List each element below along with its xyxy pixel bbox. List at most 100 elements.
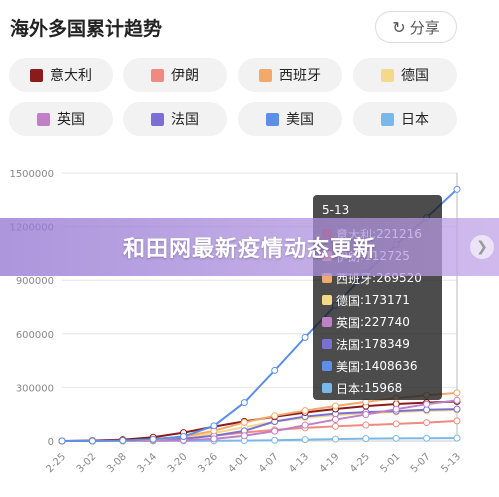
chevron-right-icon[interactable]: ❯	[470, 235, 494, 259]
tooltip-series-name: 日本	[336, 381, 361, 396]
tooltip-value: 178349	[364, 337, 410, 351]
data-point	[453, 434, 461, 442]
data-point	[240, 432, 248, 440]
legend-item[interactable]: 意大利	[9, 58, 113, 92]
data-point	[392, 434, 400, 442]
data-point	[149, 435, 157, 443]
tooltip-separator: :	[360, 293, 365, 307]
data-point	[210, 435, 218, 443]
data-point	[423, 400, 431, 408]
legend-item[interactable]: 西班牙	[238, 58, 342, 92]
data-point	[331, 435, 339, 443]
legend-item[interactable]: 德国	[353, 58, 457, 92]
x-tick-label: 4-25	[348, 451, 372, 475]
data-point	[301, 421, 309, 429]
tooltip-value: 227740	[364, 315, 410, 329]
news-banner[interactable]: 和田网最新疫情动态更新	[0, 218, 499, 276]
data-point	[58, 437, 66, 445]
legend-swatch	[259, 68, 272, 82]
data-point	[180, 433, 188, 441]
y-tick-label: 600000	[16, 330, 54, 341]
legend-label: 德国	[401, 68, 429, 84]
legend-item[interactable]: 美国	[238, 102, 342, 136]
tooltip-swatch	[322, 295, 332, 305]
data-point	[362, 411, 370, 419]
data-point	[301, 407, 309, 415]
tooltip-swatch	[322, 383, 332, 393]
data-point	[453, 185, 461, 193]
banner-text: 和田网最新疫情动态更新	[122, 237, 376, 262]
y-tick-label: 300000	[16, 383, 54, 394]
data-point	[271, 436, 279, 444]
y-tick-label: 0	[48, 437, 54, 448]
x-tick-label: 5-01	[379, 451, 403, 475]
data-point	[271, 427, 279, 435]
tooltip-separator: :	[360, 359, 365, 373]
data-point	[362, 421, 370, 429]
share-icon: ↻	[392, 17, 406, 37]
x-tick-label: 3-20	[166, 451, 190, 475]
data-point	[453, 417, 461, 425]
x-tick-label: 4-13	[287, 451, 311, 475]
y-tick-label: 1500000	[9, 169, 54, 180]
tooltip-row: 法国:178349	[322, 333, 433, 355]
data-point	[331, 416, 339, 424]
x-tick-label: 3-26	[196, 451, 220, 475]
legend-swatch	[37, 112, 50, 126]
data-point	[331, 402, 339, 410]
legend-label: 西班牙	[279, 68, 321, 84]
legend-item[interactable]: 伊朗	[123, 58, 227, 92]
tooltip-separator: :	[372, 271, 377, 285]
tooltip-row: 英国:227740	[322, 311, 433, 333]
legend-label: 日本	[401, 112, 429, 128]
data-point	[210, 422, 218, 430]
data-point	[240, 418, 248, 426]
x-tick-label: 4-07	[257, 451, 281, 475]
data-point	[362, 435, 370, 443]
legend-item[interactable]: 法国	[123, 102, 227, 136]
data-point	[392, 405, 400, 413]
x-tick-label: 4-01	[227, 451, 251, 475]
data-point	[453, 405, 461, 413]
tooltip-series-name: 法国	[336, 337, 361, 352]
legend-label: 英国	[57, 112, 85, 128]
legend-label: 意大利	[50, 68, 92, 84]
legend-label: 伊朗	[171, 68, 199, 84]
line-chart: 0300000600000900000120000015000002-253-0…	[9, 169, 463, 475]
data-point	[453, 396, 461, 404]
x-tick-label: 3-14	[135, 451, 159, 475]
legend-label: 法国	[171, 112, 199, 128]
legend-item[interactable]: 英国	[9, 102, 113, 136]
data-point	[271, 412, 279, 420]
data-point	[119, 437, 127, 445]
y-tick-label: 900000	[16, 276, 54, 287]
x-tick-label: 5-13	[439, 451, 463, 475]
data-point	[423, 419, 431, 427]
x-tick-label: 2-25	[44, 451, 68, 475]
tooltip-value: 173171	[364, 293, 410, 307]
data-point	[88, 437, 96, 445]
tooltip-separator: :	[360, 315, 365, 329]
x-tick-label: 3-02	[75, 451, 99, 475]
tooltip-separator: :	[360, 381, 365, 395]
data-point	[331, 422, 339, 430]
tooltip-value: 15968	[364, 381, 403, 395]
legend-swatch	[381, 68, 394, 82]
tooltip-row: 美国:1408636	[322, 355, 433, 377]
share-label: 分享	[409, 18, 440, 37]
data-point	[423, 434, 431, 442]
tooltip-value: 1408636	[364, 359, 418, 373]
tooltip-swatch	[322, 273, 332, 283]
legend-item[interactable]: 日本	[353, 102, 457, 136]
share-button[interactable]: ↻ 分享	[375, 11, 457, 43]
legend-swatch	[381, 112, 394, 126]
legend-swatch	[151, 112, 164, 126]
data-point	[392, 420, 400, 428]
x-tick-label: 3-08	[105, 451, 129, 475]
page-title: 海外多国累计趋势	[10, 18, 163, 40]
tooltip-series-name: 德国	[336, 293, 361, 308]
x-tick-label: 4-19	[318, 451, 342, 475]
data-point	[301, 436, 309, 444]
tooltip-swatch	[322, 317, 332, 327]
data-point	[301, 333, 309, 341]
